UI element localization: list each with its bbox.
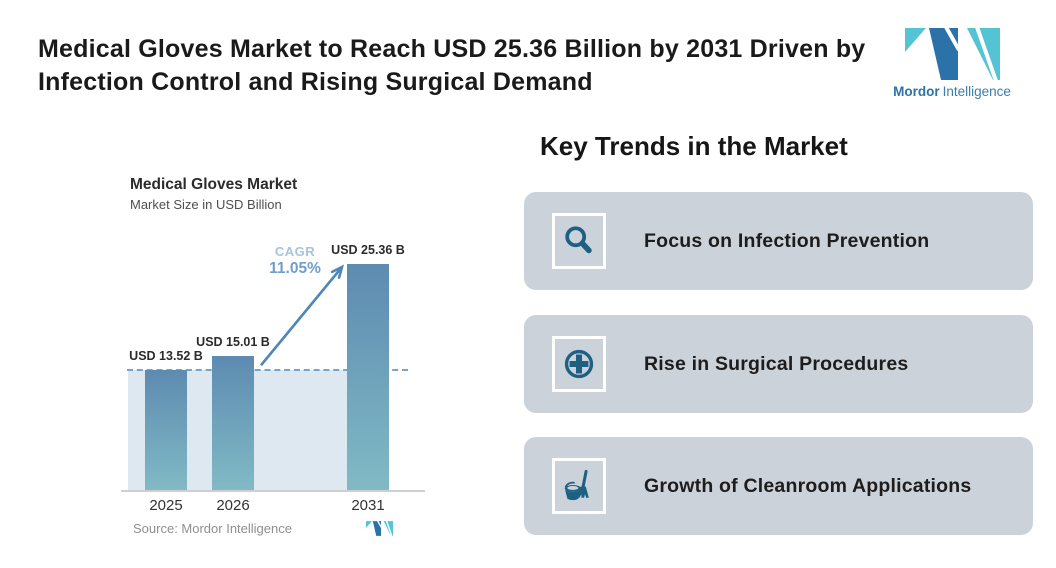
trends-heading: Key Trends in the Market xyxy=(540,131,848,161)
brand-name: Mordor Intelligence xyxy=(893,84,1011,99)
source-note: Source: Mordor Intelligence xyxy=(133,521,292,536)
trend-icon-box xyxy=(552,336,606,392)
x-tick-label: 2026 xyxy=(216,497,250,514)
x-tick-label: 2025 xyxy=(149,497,183,514)
trend-icon-box xyxy=(552,458,606,514)
trend-label: Growth of Cleanroom Applications xyxy=(644,474,972,497)
source-logo-icon xyxy=(366,520,393,541)
trend-card-infection-prevention: Focus on Infection Prevention xyxy=(524,192,1033,290)
page-title-line2: Infection Control and Rising Surgical De… xyxy=(38,68,593,96)
cagr-value: 11.05% xyxy=(269,260,321,277)
brand-logo: Mordor Intelligence xyxy=(893,28,1011,99)
search-icon xyxy=(565,226,592,254)
x-axis-line xyxy=(121,490,425,492)
bar-chart-plot: CAGR 11.05% USD 13.52 B 2025 USD 15.01 B 20… xyxy=(121,232,425,514)
cleaning-bucket-broom-icon xyxy=(564,469,589,501)
chart-subtitle: Market Size in USD Billion xyxy=(130,197,282,212)
bar-2026 xyxy=(212,356,254,490)
bar-2025 xyxy=(145,369,187,490)
brand-name-bold: Mordor xyxy=(893,84,940,99)
page-title: Medical Gloves Market to Reach USD 25.36… xyxy=(38,33,868,99)
growth-arrow-icon xyxy=(259,264,345,367)
bar-value-label: USD 13.52 B xyxy=(129,348,203,363)
x-tick-label: 2031 xyxy=(351,497,385,514)
cagr-annotation: CAGR 11.05% xyxy=(253,244,337,278)
bar-2031 xyxy=(347,264,389,490)
page-title-line1: Medical Gloves Market to Reach USD 25.36… xyxy=(38,35,866,63)
medical-cross-icon xyxy=(564,349,594,379)
dashed-reference-line xyxy=(127,368,408,371)
trend-card-surgical-procedures: Rise in Surgical Procedures xyxy=(524,315,1033,413)
cagr-label: CAGR xyxy=(274,244,316,259)
mordor-intelligence-logo-icon xyxy=(904,28,1000,80)
brand-name-regular: Intelligence xyxy=(942,84,1011,99)
bar-value-label: USD 15.01 B xyxy=(196,335,270,350)
trend-icon-box xyxy=(552,213,606,269)
chart-title: Medical Gloves Market xyxy=(130,176,298,193)
trend-label: Rise in Surgical Procedures xyxy=(644,352,909,375)
bar-value-label: USD 25.36 B xyxy=(331,243,405,257)
trend-card-cleanroom-applications: Growth of Cleanroom Applications xyxy=(524,437,1033,535)
trend-label: Focus on Infection Prevention xyxy=(644,229,930,252)
